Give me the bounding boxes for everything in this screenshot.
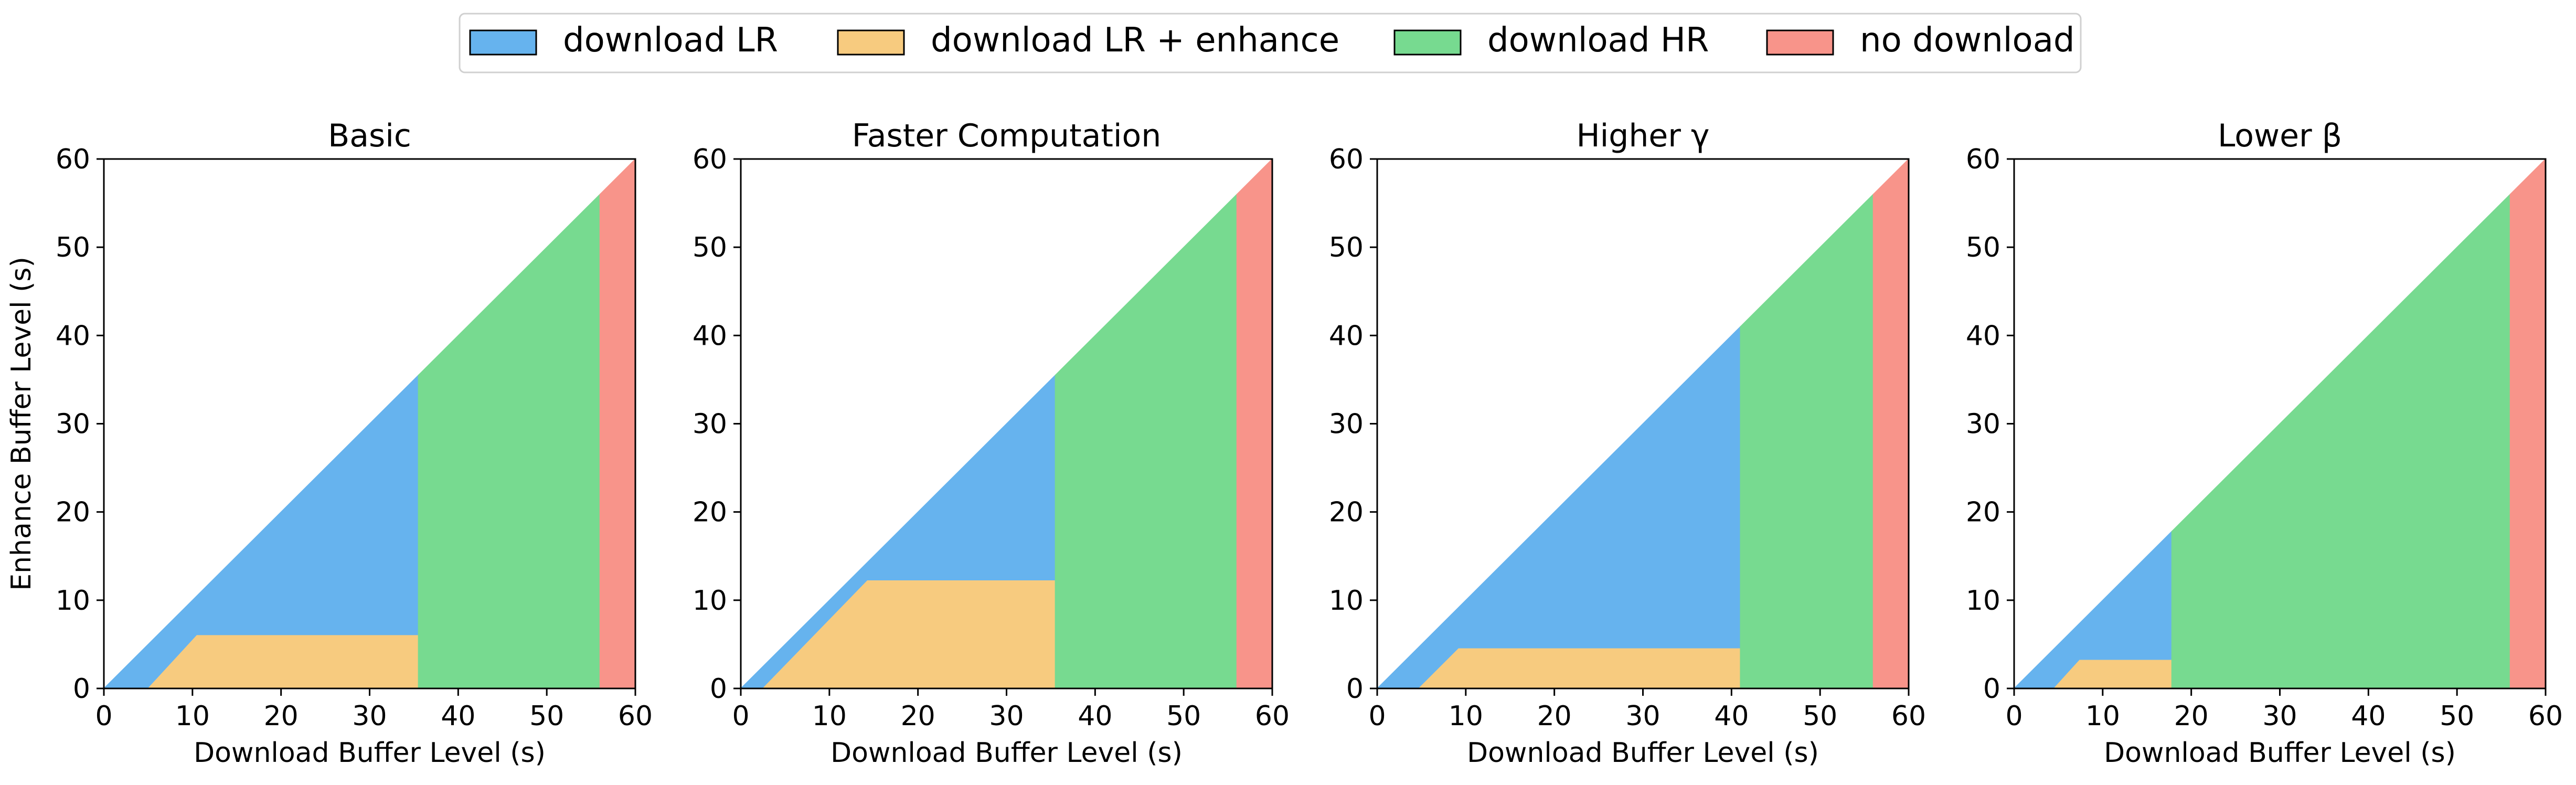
x-tick-label: 0 xyxy=(2005,701,2023,732)
x-tick-label: 50 xyxy=(2440,701,2474,732)
y-tick-label: 10 xyxy=(1966,585,2000,617)
region-download-hr xyxy=(418,193,601,689)
x-tick-label: 30 xyxy=(989,701,1024,732)
x-tick-label: 40 xyxy=(1078,701,1112,732)
panel-title: Lower β xyxy=(2218,118,2342,154)
legend-label-download-lr-enhance: download LR + enhance xyxy=(931,21,1339,60)
region-download-hr xyxy=(1055,193,1238,689)
region-no-download xyxy=(2509,158,2546,689)
x-tick-label: 60 xyxy=(2528,701,2563,732)
y-tick-label: 10 xyxy=(693,585,727,617)
x-tick-label: 40 xyxy=(2351,701,2386,732)
y-tick-label: 30 xyxy=(1329,409,1364,440)
region-download-hr xyxy=(2171,193,2511,689)
x-tick-label: 50 xyxy=(1803,701,1837,732)
legend-swatch-download-lr xyxy=(469,29,537,56)
x-tick-label: 60 xyxy=(1891,701,1926,732)
y-tick-label: 20 xyxy=(693,497,727,528)
legend: download LR download LR + enhance download… xyxy=(459,13,2082,73)
y-tick-label: 40 xyxy=(1329,320,1364,352)
x-tick-label: 40 xyxy=(1714,701,1749,732)
legend-item-download-hr: download HR xyxy=(1393,21,1709,60)
x-tick-label: 20 xyxy=(264,701,299,732)
x-axis-label: Download Buffer Level (s) xyxy=(2104,737,2456,769)
panel-basic: 0 10 20 30 40 50 60 0 10 20 30 40 50 60 Basic Download … xyxy=(6,118,653,769)
y-tick-label: 60 xyxy=(1966,144,2000,175)
y-tick-label: 40 xyxy=(1966,320,2000,352)
x-tick-label: 60 xyxy=(618,701,653,732)
y-tick-label: 40 xyxy=(56,320,90,352)
legend-frame xyxy=(459,13,2082,73)
x-tick-label: 30 xyxy=(2262,701,2297,732)
y-tick-label: 0 xyxy=(1346,673,1364,705)
legend-label-download-lr: download LR xyxy=(563,21,778,60)
y-tick-label: 50 xyxy=(56,232,90,263)
x-tick-label: 30 xyxy=(1625,701,1660,732)
y-tick-label: 60 xyxy=(693,144,727,175)
panel-title: Faster Computation xyxy=(852,118,1162,154)
legend-label-no-download: no download xyxy=(1860,21,2075,60)
panel-faster-computation: 0 10 20 30 40 50 60 0 10 20 30 40 50 60 Faster Computa… xyxy=(693,118,1290,769)
x-tick-label: 10 xyxy=(1449,701,1483,732)
x-tick-label: 20 xyxy=(2174,701,2209,732)
y-tick-label: 40 xyxy=(693,320,727,352)
x-tick-label: 60 xyxy=(1255,701,1290,732)
y-tick-label: 50 xyxy=(1329,232,1364,263)
y-tick-label: 50 xyxy=(1966,232,2000,263)
x-tick-label: 30 xyxy=(352,701,387,732)
x-tick-label: 20 xyxy=(1537,701,1572,732)
region-download-lr xyxy=(1376,325,1741,689)
y-tick-label: 30 xyxy=(693,409,727,440)
x-tick-label: 0 xyxy=(732,701,749,732)
x-axis-label: Download Buffer Level (s) xyxy=(831,737,1183,769)
legend-swatch-download-hr xyxy=(1393,29,1462,56)
region-download-hr xyxy=(1740,193,1874,689)
x-tick-label: 0 xyxy=(1368,701,1386,732)
panel-higher: 0 10 20 30 40 50 60 0 10 20 30 40 50 60 Higher γ Downlo… xyxy=(1329,118,1926,769)
x-axis-label: Download Buffer Level (s) xyxy=(194,737,546,769)
panel-lower: 0 10 20 30 40 50 60 0 10 20 30 40 50 60 Lower β Downloa… xyxy=(1966,118,2563,769)
y-tick-label: 60 xyxy=(1329,144,1364,175)
y-tick-label: 0 xyxy=(1983,673,2000,705)
legend-swatch-no-download xyxy=(1766,29,1834,56)
y-tick-label: 20 xyxy=(1966,497,2000,528)
y-tick-label: 10 xyxy=(56,585,90,617)
x-tick-label: 10 xyxy=(812,701,847,732)
legend-item-download-lr-enhance: download LR + enhance xyxy=(837,21,1339,60)
x-axis-label: Download Buffer Level (s) xyxy=(1467,737,1819,769)
panel-title: Basic xyxy=(328,118,411,154)
y-tick-label: 0 xyxy=(73,673,90,705)
y-tick-label: 20 xyxy=(1329,497,1364,528)
x-tick-label: 0 xyxy=(95,701,112,732)
y-tick-label: 60 xyxy=(56,144,90,175)
x-tick-label: 40 xyxy=(441,701,475,732)
y-tick-label: 10 xyxy=(1329,585,1364,617)
legend-swatch-download-lr-enhance xyxy=(837,29,905,56)
region-download-lr-enhance xyxy=(1418,648,1786,689)
x-tick-label: 10 xyxy=(175,701,210,732)
x-tick-label: 50 xyxy=(1166,701,1201,732)
region-no-download xyxy=(1236,158,1273,689)
region-no-download xyxy=(599,158,636,689)
panel-title: Higher γ xyxy=(1576,118,1709,154)
y-tick-label: 50 xyxy=(693,232,727,263)
legend-label-download-hr: download HR xyxy=(1487,21,1709,60)
y-axis-label: Enhance Buffer Level (s) xyxy=(6,257,37,591)
y-tick-label: 30 xyxy=(1966,409,2000,440)
x-tick-label: 20 xyxy=(901,701,935,732)
y-tick-label: 0 xyxy=(710,673,727,705)
x-tick-label: 50 xyxy=(529,701,564,732)
y-tick-label: 20 xyxy=(56,497,90,528)
legend-item-no-download: no download xyxy=(1766,21,2075,60)
y-tick-label: 30 xyxy=(56,409,90,440)
x-tick-label: 10 xyxy=(2085,701,2120,732)
region-no-download xyxy=(1872,158,1909,689)
legend-item-download-lr: download LR xyxy=(469,21,778,60)
